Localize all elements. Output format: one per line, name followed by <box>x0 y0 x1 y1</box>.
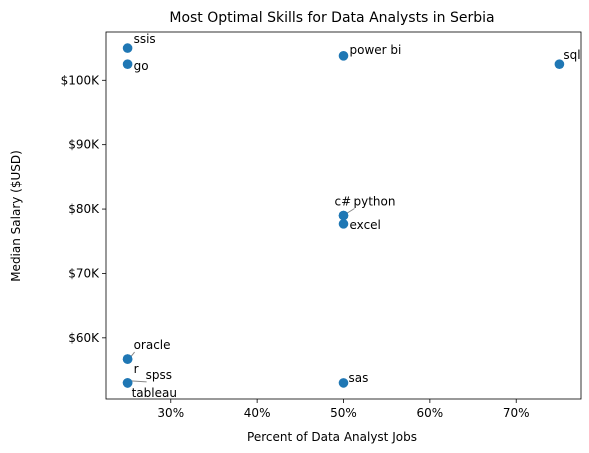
x-tick-label: 40% <box>244 406 271 420</box>
point-label-ssis: ssis <box>134 32 156 46</box>
data-point-sql <box>554 59 565 69</box>
label-leader-lines <box>130 208 355 383</box>
point-label-spss: spss <box>146 368 172 382</box>
data-point-r <box>122 354 133 364</box>
data-point-excel <box>338 219 349 229</box>
point-label-oracle: oracle <box>134 338 171 352</box>
y-tick-label: $60K <box>68 331 100 345</box>
point-label-go: go <box>134 59 149 73</box>
point-label-powerbi: power bi <box>350 43 402 57</box>
data-point-python <box>338 210 349 221</box>
data-point-go <box>122 59 133 69</box>
data-point-ssis <box>122 43 133 53</box>
y-tick-label: $90K <box>68 138 100 152</box>
point-label-sas: sas <box>349 371 369 385</box>
point-label-c: c# <box>335 195 352 209</box>
point-label-excel: excel <box>350 218 381 232</box>
data-point-powerbi <box>338 51 349 61</box>
x-tick-label: 50% <box>330 406 357 420</box>
point-labels: ssis go power bi sql c# python excel oracle r sps… <box>132 32 581 400</box>
y-tick-label: $100K <box>61 73 101 87</box>
point-label-python: python <box>354 195 396 209</box>
x-tick-label: 70% <box>503 406 530 420</box>
y-tick-label: $80K <box>68 202 100 216</box>
point-label-r: r <box>134 362 139 376</box>
leader-line <box>130 380 147 383</box>
x-axis-label: Percent of Data Analyst Jobs <box>247 430 417 444</box>
y-axis: $60K $70K $80K $90K $100K <box>61 73 106 345</box>
point-label-tableau: tableau <box>132 386 177 400</box>
data-points <box>122 43 565 388</box>
leader-line <box>346 208 355 214</box>
y-axis-label: Median Salary ($USD) <box>9 150 23 282</box>
y-tick-label: $70K <box>68 266 100 280</box>
chart-title: Most Optimal Skills for Data Analysts in… <box>169 10 494 26</box>
data-point-sas <box>338 378 349 388</box>
x-axis: 30% 40% 50% 60% 70% <box>157 399 530 420</box>
x-tick-label: 30% <box>157 406 184 420</box>
data-point-tableau <box>122 378 133 388</box>
point-label-sql: sql <box>563 48 580 62</box>
x-tick-label: 60% <box>417 406 444 420</box>
